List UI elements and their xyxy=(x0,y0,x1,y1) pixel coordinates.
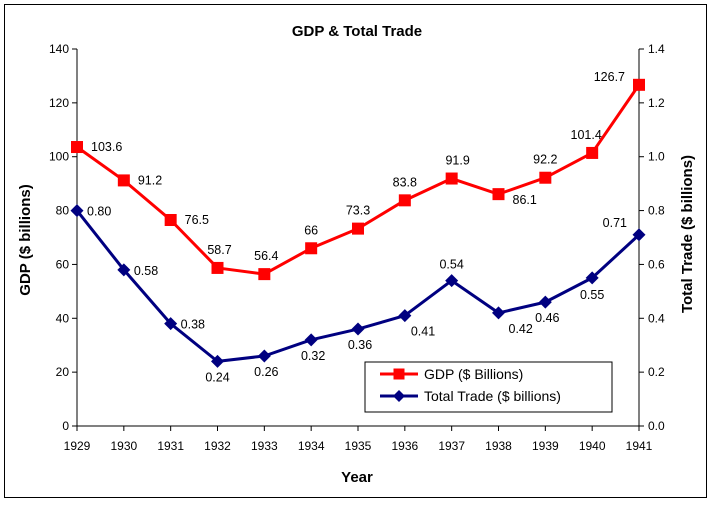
gdp-data-label: 56.4 xyxy=(254,249,278,263)
gdp-point xyxy=(539,171,552,184)
legend-trade-label: Total Trade ($ billions) xyxy=(424,388,561,404)
chart-title: GDP & Total Trade xyxy=(292,23,422,40)
x-tick-label: 1935 xyxy=(345,439,372,453)
y-tick-label-right: 1.2 xyxy=(648,96,665,110)
trade-data-label: 0.54 xyxy=(439,258,463,272)
trade-data-label: 0.32 xyxy=(301,349,325,363)
y-tick-label-right: 0.8 xyxy=(648,204,665,218)
trade-point xyxy=(492,306,505,320)
gdp-data-label: 91.2 xyxy=(138,173,162,187)
y-tick-label-right: 0.0 xyxy=(648,419,665,433)
trade-data-label: 0.36 xyxy=(348,338,372,352)
x-tick-label: 1933 xyxy=(251,439,278,453)
gdp-point xyxy=(492,188,505,201)
y-tick-label-right: 1.4 xyxy=(648,42,665,56)
y-axis-title-right: Total Trade ($ billions) xyxy=(679,155,696,313)
y-tick-label-left: 0 xyxy=(62,419,69,433)
gdp-point xyxy=(586,146,599,159)
trade-data-label: 0.71 xyxy=(603,216,627,230)
trade-point xyxy=(257,349,271,363)
gdp-point xyxy=(117,174,130,187)
trade-point xyxy=(211,354,224,368)
y-axis-title-left: GDP ($ billions) xyxy=(17,184,34,295)
gdp-data-label: 76.5 xyxy=(185,213,209,227)
gdp-point xyxy=(164,213,177,226)
gdp-point xyxy=(398,194,411,207)
gdp-data-label: 126.7 xyxy=(594,70,625,84)
trade-point xyxy=(398,309,412,323)
gdp-point xyxy=(258,268,271,281)
y-tick-label-right: 1.0 xyxy=(648,150,665,164)
y-tick-label-left: 80 xyxy=(56,204,70,218)
gdp-data-label: 66 xyxy=(304,223,318,237)
x-tick-label: 1941 xyxy=(626,439,653,453)
gdp-data-label: 91.9 xyxy=(445,154,469,168)
gdp-point xyxy=(71,141,83,154)
y-tick-label-left: 100 xyxy=(49,150,69,164)
chart-frame xyxy=(4,4,707,498)
x-tick-label: 1938 xyxy=(485,439,512,453)
trade-point xyxy=(445,274,459,288)
x-tick-label: 1936 xyxy=(391,439,418,453)
y-tick-label-right: 0.2 xyxy=(648,365,665,379)
trade-data-label: 0.38 xyxy=(181,318,205,332)
gdp-data-label: 92.2 xyxy=(533,153,557,167)
x-axis-title: Year xyxy=(341,469,373,486)
gdp-point xyxy=(352,222,364,235)
trade-data-label: 0.55 xyxy=(580,288,604,302)
legend: GDP ($ Billions) Total Trade ($ billions) xyxy=(364,361,613,413)
gdp-data-label: 103.6 xyxy=(91,140,122,154)
y-tick-label-left: 120 xyxy=(49,96,69,110)
trade-point xyxy=(304,333,318,347)
legend-trade-marker xyxy=(393,390,405,402)
gdp-data-label: 58.7 xyxy=(207,243,231,257)
trade-data-label: 0.42 xyxy=(509,322,533,336)
legend-gdp-label: GDP ($ Billions) xyxy=(424,366,523,382)
x-tick-label: 1930 xyxy=(110,439,137,453)
y-tick-label-left: 140 xyxy=(49,42,69,56)
trade-data-label: 0.46 xyxy=(535,311,559,325)
y-tick-label-right: 0.6 xyxy=(648,257,665,271)
trade-point xyxy=(538,295,552,309)
y-tick-label-left: 20 xyxy=(56,365,70,379)
x-tick-label: 1940 xyxy=(579,439,606,453)
trade-data-label: 0.80 xyxy=(87,205,111,219)
trade-point xyxy=(164,317,178,331)
trade-data-label: 0.26 xyxy=(254,365,278,379)
trade-point xyxy=(632,228,646,242)
gdp-point xyxy=(305,242,318,255)
gdp-point xyxy=(633,78,645,91)
x-tick-label: 1934 xyxy=(298,439,325,453)
x-tick-label: 1931 xyxy=(157,439,184,453)
x-tick-label: 1937 xyxy=(438,439,465,453)
trade-point xyxy=(351,322,365,336)
y-tick-label-left: 60 xyxy=(56,257,70,271)
gdp-data-label: 86.1 xyxy=(513,193,537,207)
legend-gdp-marker xyxy=(393,368,405,380)
trade-data-label: 0.24 xyxy=(205,370,229,384)
y-tick-label-right: 0.4 xyxy=(648,311,665,325)
y-tick-label-left: 40 xyxy=(56,311,70,325)
gdp-data-label: 83.8 xyxy=(393,175,417,189)
x-tick-label: 1932 xyxy=(204,439,231,453)
x-tick-label: 1929 xyxy=(64,439,91,453)
trade-point xyxy=(117,263,131,277)
legend-box xyxy=(364,361,613,413)
gdp-point xyxy=(211,261,224,274)
trade-point xyxy=(585,271,599,285)
gdp-point xyxy=(445,172,458,185)
trade-point xyxy=(70,204,84,218)
trade-data-label: 0.41 xyxy=(411,325,435,339)
gdp-data-label: 73.3 xyxy=(346,204,370,218)
gdp-data-label: 101.4 xyxy=(571,128,602,142)
trade-data-label: 0.58 xyxy=(134,264,158,278)
x-tick-label: 1939 xyxy=(532,439,559,453)
